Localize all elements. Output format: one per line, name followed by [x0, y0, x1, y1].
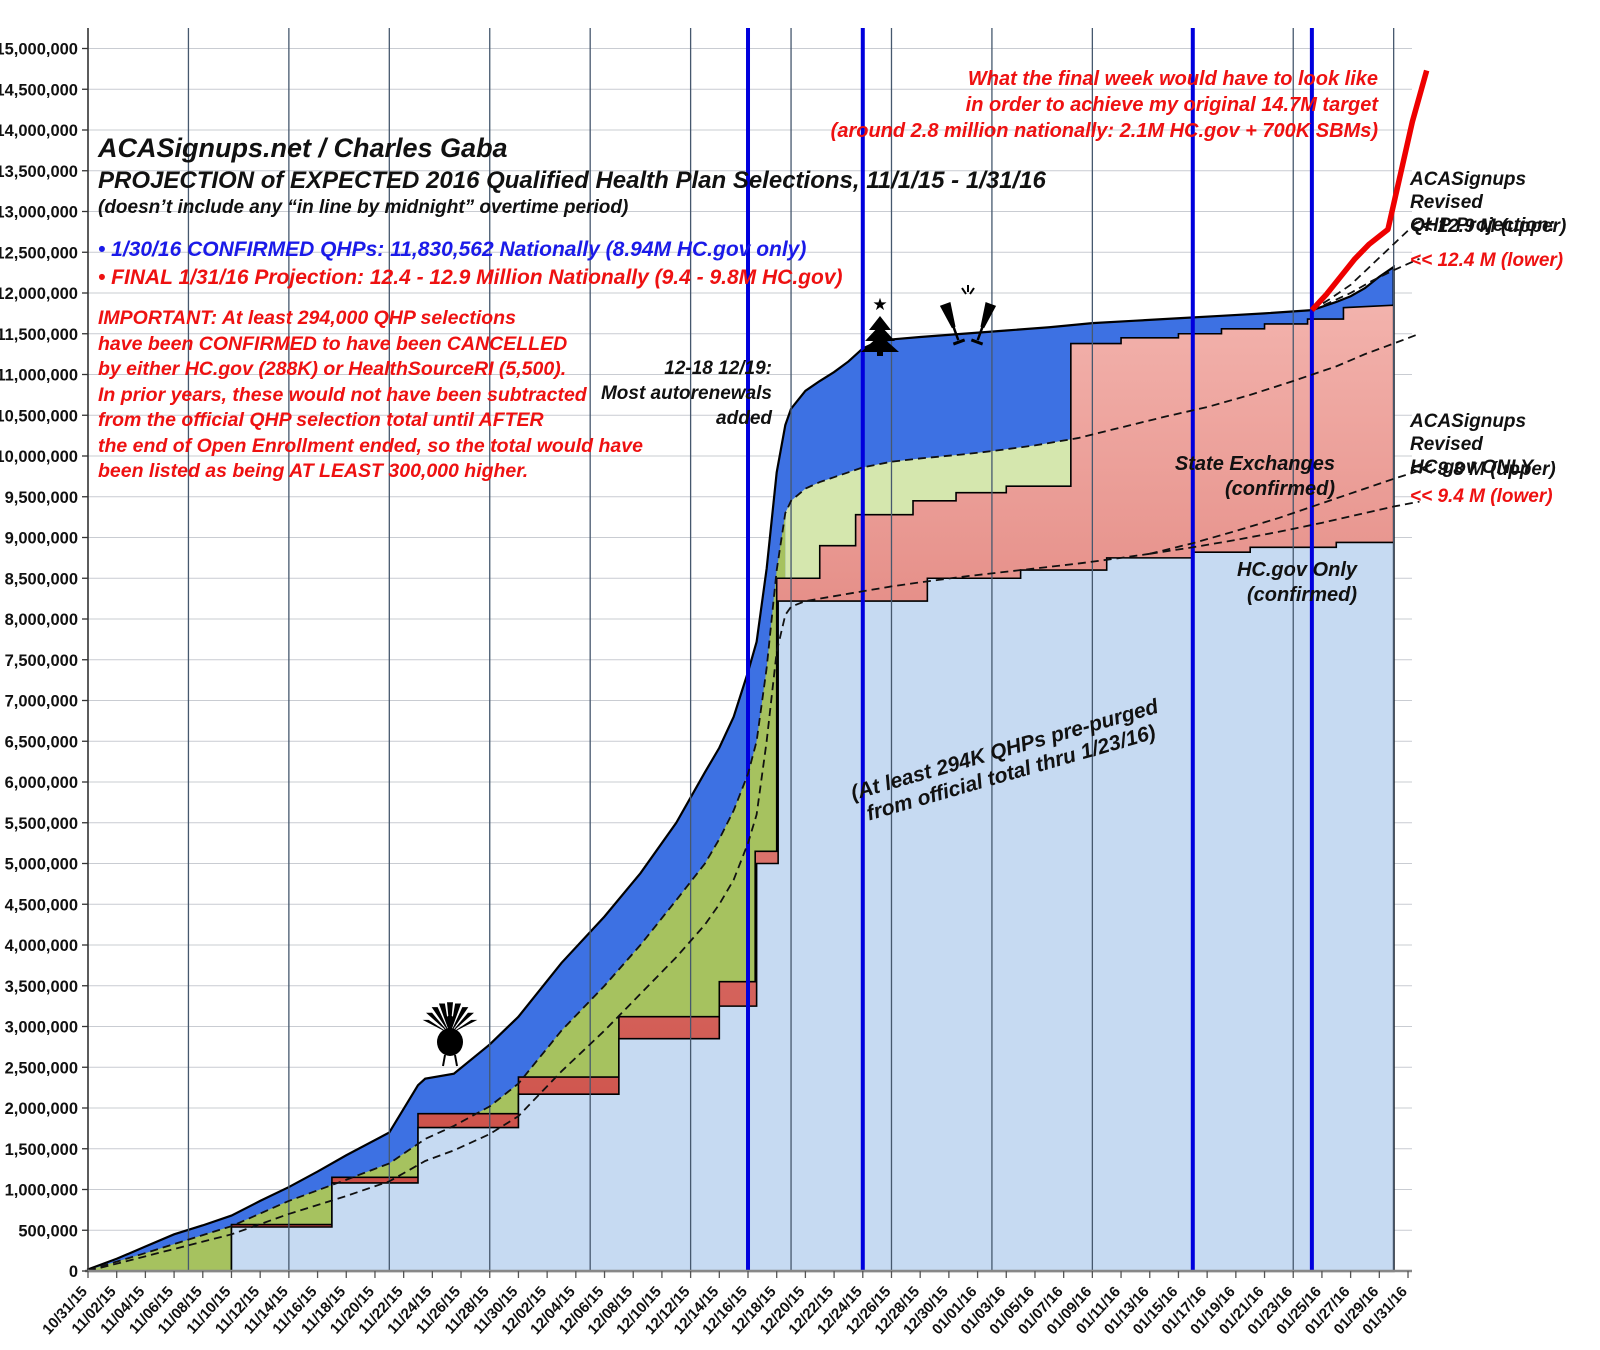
svg-text:3,000,000: 3,000,000: [5, 1019, 78, 1037]
revised-qhp-lower: << 12.4 M (lower): [1410, 250, 1564, 271]
svg-text:5,000,000: 5,000,000: [5, 856, 78, 874]
text-line: In prior years, these would not have bee…: [98, 383, 587, 406]
champagne-icon: [939, 285, 997, 346]
dashed-revised-national-lower-12.4M: [1311, 257, 1420, 311]
christmas-tree-icon: ★: [861, 295, 899, 356]
revised-qhp-heading: ACASignups Revised QHP Projection:: [1410, 168, 1600, 237]
svg-text:9,500,000: 9,500,000: [5, 489, 78, 507]
text-line: added: [716, 408, 772, 429]
svg-text:1,000,000: 1,000,000: [5, 1182, 78, 1200]
turkey-icon: [422, 1002, 478, 1067]
svg-text:4,500,000: 4,500,000: [5, 896, 78, 914]
dashed-original-national-projection-dashed: [87, 332, 1420, 1272]
text-line: have been CONFIRMED to have been CANCELL…: [98, 332, 568, 355]
revised-hcgov-upper: << 9.8 M (upper): [1410, 459, 1556, 480]
page-byline: ACASignups.net / Charles Gaba: [98, 133, 508, 163]
autorenewals-annotation: 12-18 12/19: Most autorenewals added: [601, 356, 772, 431]
svg-text:11,000,000: 11,000,000: [0, 367, 78, 385]
svg-text:4,000,000: 4,000,000: [5, 937, 78, 955]
svg-text:12,500,000: 12,500,000: [0, 244, 78, 262]
confirmed-bullet: • 1/30/16 CONFIRMED QHPs: 11,830,562 Nat…: [98, 238, 807, 261]
weekly-gridlines: [187, 28, 1395, 1271]
text-line: QHP Projection:: [1410, 215, 1555, 236]
dashed-revised-hcgov-upper-9.8M: [1149, 469, 1420, 555]
text-line: (confirmed): [1247, 584, 1357, 606]
text-line: the end of Open Enrollment ended, so the…: [98, 434, 643, 457]
red-target-line: [1309, 69, 1430, 312]
projection-bullet: • FINAL 1/31/16 Projection: 12.4 - 12.9 …: [98, 266, 843, 289]
final-week-annotation: What the final week would have to look l…: [831, 66, 1378, 144]
text-line: (around 2.8 million nationally: 2.1M HC.…: [830, 120, 1378, 142]
svg-text:6,000,000: 6,000,000: [5, 774, 78, 792]
svg-text:14,000,000: 14,000,000: [0, 122, 78, 140]
svg-text:2,500,000: 2,500,000: [5, 1059, 78, 1077]
text-line: been listed as being AT LEAST 300,000 hi…: [98, 460, 529, 482]
important-note: IMPORTANT: At least 294,000 QHP selectio…: [98, 306, 643, 485]
svg-text:14,500,000: 14,500,000: [0, 81, 78, 99]
svg-text:7,500,000: 7,500,000: [5, 652, 78, 670]
svg-text:12,000,000: 12,000,000: [0, 285, 78, 303]
text-line: (confirmed): [1225, 478, 1335, 500]
text-line: State Exchanges: [1174, 453, 1335, 475]
svg-text:13,000,000: 13,000,000: [0, 204, 78, 222]
page-title: PROJECTION of EXPECTED 2016 Qualified He…: [98, 167, 1046, 194]
text-line: What the final week would have to look l…: [967, 68, 1378, 90]
text-line: HC.gov ONLY: [1410, 457, 1534, 478]
svg-text:0: 0: [69, 1263, 78, 1281]
hcgov-only-label: HC.gov Only (confirmed): [1237, 558, 1357, 608]
text-line: in order to achieve my original 14.7M ta…: [965, 94, 1378, 116]
svg-text:9,000,000: 9,000,000: [5, 530, 78, 548]
text-line: from the official QHP selection total un…: [98, 409, 544, 431]
x-tick-labels: 10/31/1511/02/1511/04/1511/06/1511/08/15…: [39, 1271, 1411, 1338]
svg-text:15,000,000: 15,000,000: [0, 41, 78, 59]
text-line: by either HC.gov (288K) or HealthSourceR…: [98, 358, 567, 380]
svg-text:13,500,000: 13,500,000: [0, 163, 78, 181]
svg-text:5,500,000: 5,500,000: [5, 815, 78, 833]
text-line: HC.gov Only: [1236, 559, 1357, 581]
state-exchanges-label: State Exchanges (confirmed): [1175, 452, 1335, 502]
dashed-revised-national-upper-12.9M: [1311, 218, 1421, 311]
svg-text:6,500,000: 6,500,000: [5, 733, 78, 751]
y-tick-labels: 0 500,000 1,000,000 1,500,000 2,000,000 2,500…: [0, 41, 88, 1281]
revised-qhp-upper: << 12.9 M (upper): [1410, 216, 1567, 237]
svg-text:10,500,000: 10,500,000: [0, 407, 78, 425]
svg-text:1,500,000: 1,500,000: [5, 1141, 78, 1159]
revised-hcgov-heading: ACASignups Revised HC.gov ONLY: [1410, 410, 1600, 479]
area-hcgov-confirmed: [230, 541, 1395, 1272]
text-line: Most autorenewals: [600, 383, 772, 404]
text-line: ACASignups Revised: [1410, 411, 1527, 455]
svg-text:11,500,000: 11,500,000: [0, 326, 78, 344]
text-line: IMPORTANT: At least 294,000 QHP selectio…: [98, 307, 516, 329]
svg-text:10,000,000: 10,000,000: [0, 448, 78, 466]
svg-text:7,000,000: 7,000,000: [5, 693, 78, 711]
svg-text:500,000: 500,000: [18, 1222, 78, 1240]
page-subtitle: (doesn’t include any “in line by midnigh…: [98, 197, 629, 218]
svg-text:★: ★: [872, 295, 887, 314]
revised-hcgov-lower: << 9.4 M (lower): [1410, 486, 1553, 507]
dashed-original-hcgov-projection-dashed: [87, 552, 1150, 1272]
svg-text:3,500,000: 3,500,000: [5, 978, 78, 996]
svg-text:8,000,000: 8,000,000: [5, 611, 78, 629]
text-line: ACASignups Revised: [1410, 169, 1527, 213]
svg-text:2,000,000: 2,000,000: [5, 1100, 78, 1118]
event-date-lines: [746, 28, 1314, 1271]
svg-text:8,500,000: 8,500,000: [5, 570, 78, 588]
text-line: 12-18 12/19:: [664, 358, 772, 379]
